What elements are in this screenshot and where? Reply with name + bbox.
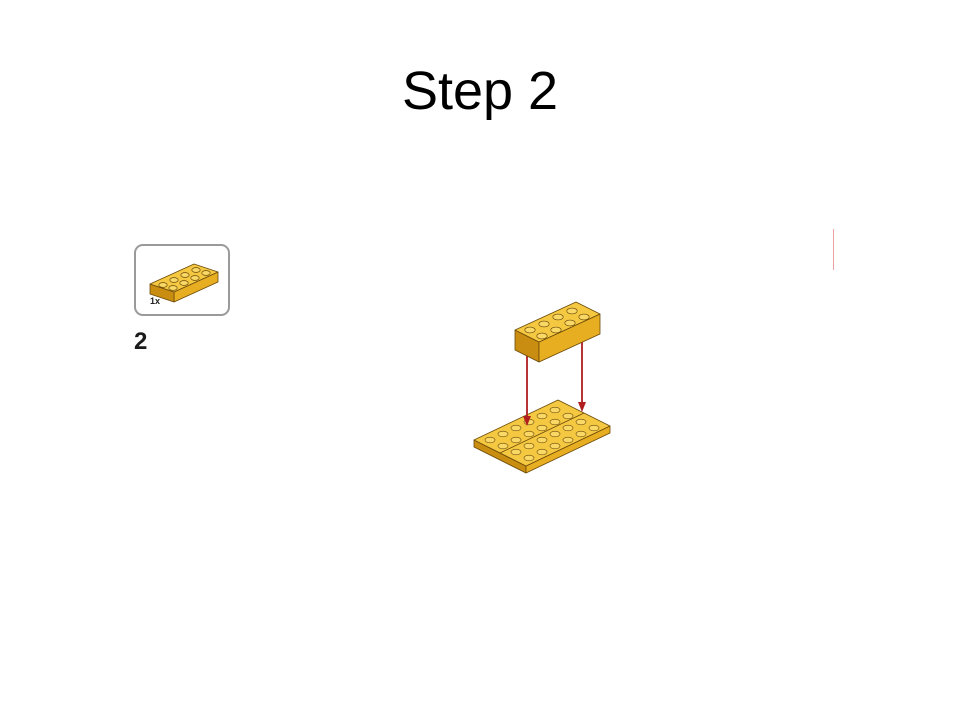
part-quantity: 1x bbox=[150, 296, 161, 306]
step-number: 2 bbox=[134, 328, 148, 355]
brick-2x4 bbox=[514, 301, 601, 363]
base-plates bbox=[473, 399, 611, 474]
callout-brick-image bbox=[149, 263, 219, 303]
placement-arrows bbox=[523, 340, 586, 426]
assembly-diagram bbox=[473, 301, 611, 474]
slide-title: Step 2 bbox=[401, 61, 559, 121]
parts-callout-box: 1x bbox=[134, 244, 230, 316]
edge-divider bbox=[833, 229, 834, 270]
brick-2x4-studs bbox=[524, 307, 590, 340]
base-plate-studs bbox=[484, 406, 600, 462]
